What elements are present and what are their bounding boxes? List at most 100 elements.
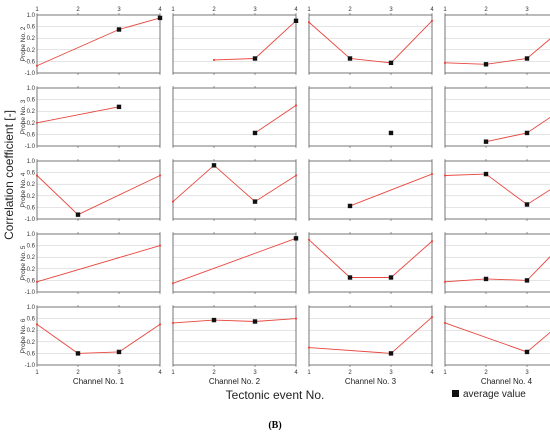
panel-frame (308, 160, 433, 220)
data-point (171, 321, 175, 325)
average-marker (483, 139, 489, 144)
series-line (172, 237, 297, 284)
panel-frame (172, 233, 297, 293)
panel-r5-c3: 1 2 3 4 (307, 305, 434, 376)
x-tick-label: 3 (525, 370, 529, 376)
y-tick-label: -0.6 (25, 132, 36, 138)
series-line (308, 316, 433, 354)
y-tick-label: 0.2 (27, 182, 36, 188)
average-marker (252, 319, 258, 324)
panel-r2-c1: 1.0 0.6 0.2 -0.2 -0.6 -1.0 (25, 86, 161, 150)
average-marker (347, 203, 353, 209)
average-marker (75, 351, 81, 356)
panel-r3-c2 (171, 159, 298, 221)
data-point (171, 200, 175, 203)
data-point (307, 346, 311, 349)
x-tick-label: 4 (158, 7, 162, 13)
series-line (444, 322, 550, 353)
panel-r3-c1: 1.0 0.6 0.2 -0.2 -0.6 -1.0 (25, 159, 162, 223)
average-marker (293, 236, 299, 241)
series-line (308, 239, 433, 278)
average-marker (388, 130, 394, 136)
figure-caption: (B) (268, 420, 281, 431)
panel-frame (308, 233, 433, 293)
column-label: Channel No. 2 (209, 377, 261, 386)
average-marker (483, 171, 489, 177)
panel-frame (172, 87, 297, 147)
x-tick-label: 3 (525, 7, 529, 13)
series-line (308, 20, 433, 64)
panel-r5-c2: 1 2 3 4 (171, 305, 298, 376)
panel-frame (444, 87, 550, 147)
data-point (307, 238, 311, 241)
average-marker (347, 56, 353, 61)
y-tick-label: 0.6 (27, 317, 36, 323)
data-point (430, 172, 434, 176)
average-marker (347, 275, 353, 280)
column-label: Channel No. 3 (345, 377, 397, 386)
y-tick-label: 1.0 (27, 13, 36, 19)
panel-r2-c4: 1.00.60.2-0.2-0.6-1.0 (444, 86, 550, 148)
x-tick-label: 4 (294, 7, 298, 13)
y-tick-label: -0.2 (25, 194, 36, 200)
panel-r4-c2 (171, 232, 299, 294)
data-point (35, 64, 39, 67)
panel-r3-c4: 1.00.60.2-0.2-0.6-1.0 (443, 159, 550, 221)
average-marker (211, 317, 217, 323)
data-point (443, 174, 447, 177)
panel-frame (444, 14, 550, 74)
x-tick-label: 1 (171, 370, 175, 376)
x-tick-label: 4 (158, 370, 162, 376)
panels-layer: 1.00.60.2-0.2-0.6-1.01234123412341.00.60… (20, 7, 550, 386)
panel-r1-c3: 1 2 3 4 (307, 7, 434, 75)
panel-frame (444, 233, 550, 293)
average-marker (388, 351, 394, 356)
data-point (171, 282, 175, 285)
average-marker (524, 349, 530, 355)
data-point (443, 321, 447, 325)
average-marker (524, 278, 530, 283)
x-tick-label: 2 (212, 7, 216, 13)
data-point (158, 174, 162, 177)
y-tick-label: -1.0 (25, 290, 36, 296)
x-tick-label: 3 (389, 370, 393, 376)
y-tick-label: -0.2 (25, 340, 36, 346)
x-tick-label: 2 (76, 7, 80, 13)
average-marker (252, 130, 258, 136)
row-label: Probe No. 6 (20, 318, 27, 353)
panel-frame (172, 14, 297, 74)
panel-frame (308, 14, 433, 74)
x-tick-label: 4 (430, 370, 434, 376)
series-line (444, 256, 550, 283)
panel-frame (36, 87, 161, 147)
panel-frame (444, 306, 550, 366)
panel-r1-c2: 1 2 3 4 (171, 7, 298, 75)
y-tick-label: -1.0 (25, 217, 36, 223)
series-line (349, 173, 433, 207)
panel-r3-c3 (308, 159, 434, 221)
column-label: Channel No. 4 (481, 377, 533, 386)
series-line (36, 17, 161, 67)
average-marker (388, 275, 394, 280)
data-point (35, 323, 39, 326)
data-point (35, 280, 39, 283)
average-marker (116, 104, 122, 110)
data-point (294, 174, 298, 177)
series-line (444, 38, 550, 65)
panel-frame (444, 160, 550, 220)
average-marker (75, 212, 81, 217)
y-tick-label: 0.6 (27, 244, 36, 250)
row-label: Probe No. 3 (20, 99, 27, 134)
panel-r4-c3 (307, 232, 434, 294)
series-line (485, 116, 550, 143)
x-tick-label: 1 (443, 370, 447, 376)
x-tick-label: 1 (307, 7, 311, 13)
y-tick-label: 0.6 (27, 98, 36, 104)
panel-r2-c2 (172, 86, 298, 148)
x-tick-label: 2 (348, 370, 352, 376)
series-line (36, 245, 161, 283)
x-tick-label: 1 (171, 7, 175, 13)
panel-r4-c1: 1.0 0.6 0.2 -0.2 -0.6 -1.0 (25, 232, 162, 296)
x-tick-label: 3 (389, 7, 393, 13)
